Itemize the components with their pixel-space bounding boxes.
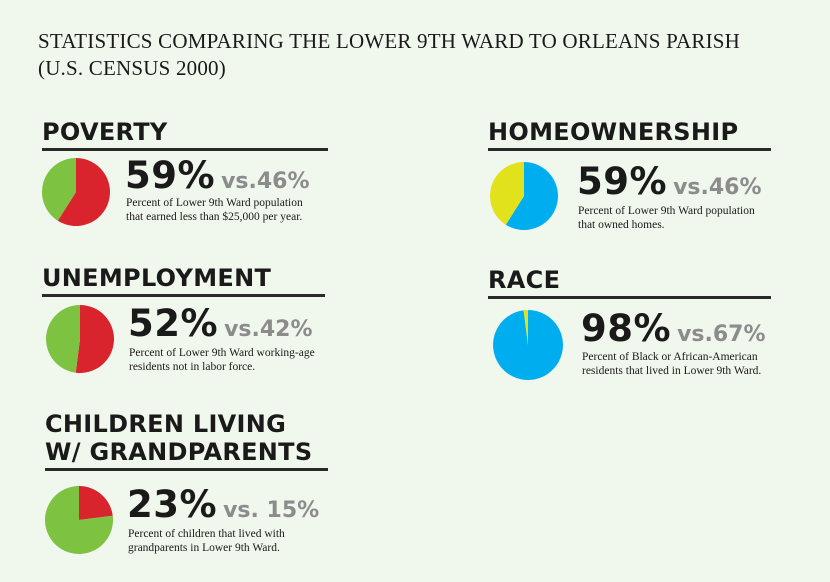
poverty-comparison: vs.46% bbox=[221, 169, 310, 194]
poverty-description-line-1: Percent of Lower 9th Ward population bbox=[126, 197, 303, 209]
grandparents-value: 23% bbox=[127, 483, 218, 526]
poverty-pie bbox=[41, 158, 110, 226]
race-pie-slice-1 bbox=[493, 310, 563, 380]
homeownership-pie-slice-2 bbox=[489, 162, 524, 225]
poverty-pie-slice-1 bbox=[57, 158, 110, 226]
poverty-pie-slice-2 bbox=[41, 158, 76, 221]
poverty-panel: POVERTY bbox=[42, 118, 328, 151]
grandparents-pie-slice-1 bbox=[79, 486, 113, 520]
grandparents-description-line-1: Percent of children that lived with bbox=[128, 528, 285, 540]
poverty-value: 59% bbox=[125, 154, 216, 197]
title-line-2: (U.S. CENSUS 2000) bbox=[38, 56, 226, 80]
unemployment-pie-slice-2 bbox=[46, 305, 80, 373]
race-pie-slice-2 bbox=[523, 310, 528, 345]
grandparents-heading-line-2: W/ GRANDPARENTS bbox=[45, 438, 313, 466]
homeownership-panel: HOMEOWNERSHIP bbox=[488, 118, 771, 151]
poverty-rule bbox=[42, 148, 328, 151]
grandparents-pie bbox=[44, 486, 113, 554]
homeownership-rule bbox=[488, 148, 771, 151]
unemployment-description: Percent of Lower 9th Ward working-age re… bbox=[129, 346, 315, 374]
unemployment-description-line-2: residents not in labor force. bbox=[129, 361, 256, 373]
homeownership-description-line-1: Percent of Lower 9th Ward population bbox=[578, 205, 755, 217]
homeownership-comparison: vs.46% bbox=[673, 175, 762, 200]
title-line-1: STATISTICS COMPARING THE LOWER 9TH WARD … bbox=[38, 29, 741, 53]
grandparents-rule bbox=[45, 468, 328, 471]
unemployment-description-line-1: Percent of Lower 9th Ward working-age bbox=[129, 347, 315, 359]
grandparents-pie-slice-2 bbox=[44, 486, 113, 554]
race-description: Percent of Black or African-American res… bbox=[582, 350, 761, 378]
unemployment-rule bbox=[42, 294, 325, 297]
homeownership-description: Percent of Lower 9th Ward population tha… bbox=[578, 204, 755, 232]
grandparents-heading-line-1: CHILDREN LIVING bbox=[45, 410, 287, 438]
race-comparison: vs.67% bbox=[677, 322, 766, 347]
unemployment-pie bbox=[46, 305, 115, 373]
poverty-description: Percent of Lower 9th Ward population tha… bbox=[126, 196, 303, 224]
race-description-line-1: Percent of Black or African-American bbox=[582, 351, 758, 363]
unemployment-panel: UNEMPLOYMENT bbox=[42, 264, 325, 297]
grandparents-description: Percent of children that lived with gran… bbox=[128, 527, 285, 555]
homeownership-value: 59% bbox=[577, 160, 668, 203]
race-rule bbox=[488, 296, 771, 299]
grandparents-comparison: vs. 15% bbox=[223, 498, 320, 523]
poverty-heading: POVERTY bbox=[42, 118, 168, 146]
homeownership-stat: 59% vs.46% bbox=[577, 160, 762, 203]
race-panel: RACE bbox=[488, 266, 771, 299]
infographic-title: STATISTICS COMPARING THE LOWER 9TH WARD … bbox=[38, 28, 818, 82]
homeownership-pie bbox=[489, 162, 558, 230]
unemployment-pie-slice-1 bbox=[75, 305, 115, 373]
race-pie bbox=[493, 310, 563, 380]
race-stat: 98% vs.67% bbox=[581, 307, 766, 350]
unemployment-comparison: vs.42% bbox=[224, 317, 313, 342]
race-heading: RACE bbox=[488, 266, 561, 294]
homeownership-description-line-2: that owned homes. bbox=[578, 219, 665, 231]
unemployment-value: 52% bbox=[128, 302, 219, 345]
homeownership-heading: HOMEOWNERSHIP bbox=[488, 118, 739, 146]
race-description-line-2: residents that lived in Lower 9th Ward. bbox=[582, 365, 762, 377]
race-value: 98% bbox=[581, 307, 672, 350]
unemployment-stat: 52% vs.42% bbox=[128, 302, 313, 345]
grandparents-description-line-2: grandparents in Lower 9th Ward. bbox=[128, 542, 280, 554]
grandparents-panel: CHILDREN LIVING W/ GRANDPARENTS bbox=[45, 410, 328, 471]
unemployment-heading: UNEMPLOYMENT bbox=[42, 264, 272, 292]
poverty-stat: 59% vs.46% bbox=[125, 154, 310, 197]
poverty-description-line-2: that earned less than $25,000 per year. bbox=[126, 211, 303, 223]
homeownership-pie-slice-1 bbox=[505, 162, 558, 230]
grandparents-stat: 23% vs. 15% bbox=[127, 483, 319, 526]
